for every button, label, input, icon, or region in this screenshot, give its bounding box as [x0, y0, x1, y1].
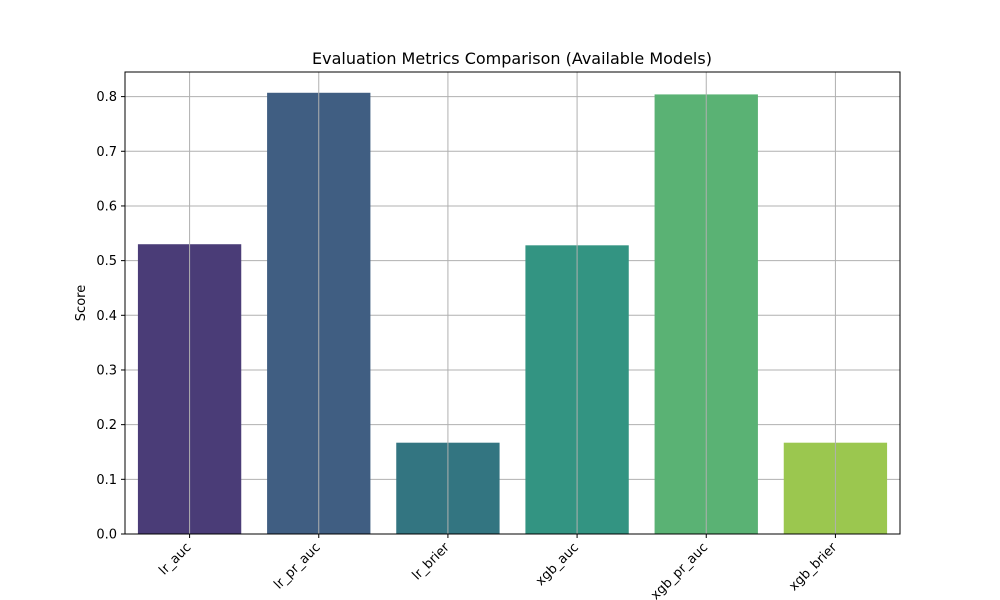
chart-title: Evaluation Metrics Comparison (Available…: [312, 49, 712, 68]
y-tick-label: 0.6: [96, 199, 117, 214]
x-tick-label-lr_brier: lr_brier: [410, 540, 454, 584]
x-grid: [189, 72, 836, 534]
plot-frame: [124, 71, 901, 535]
x-tick-label-xgb_auc: xgb_auc: [533, 540, 582, 589]
y-tick-label: 0.5: [96, 254, 117, 269]
y-axis-label: Score: [74, 285, 89, 321]
y-tick-label: 0.8: [96, 90, 117, 105]
x-tick-label-lr_pr_auc: lr_pr_auc: [271, 540, 323, 592]
y-tick-label: 0.3: [96, 363, 117, 378]
y-tick-label: 0.0: [96, 528, 117, 543]
grid: [125, 96, 900, 535]
y-tick-label: 0.7: [96, 145, 117, 160]
bars: [137, 92, 888, 534]
y-tick-label: 0.2: [96, 418, 117, 433]
x-tick-label-lr_auc: lr_auc: [156, 540, 194, 578]
x-tick-label-xgb_brier: xgb_brier: [786, 540, 840, 594]
y-tick-label: 0.1: [96, 473, 117, 488]
y-tick-label: 0.4: [96, 309, 117, 324]
x-tick-label-xgb_pr_auc: xgb_pr_auc: [648, 540, 711, 600]
